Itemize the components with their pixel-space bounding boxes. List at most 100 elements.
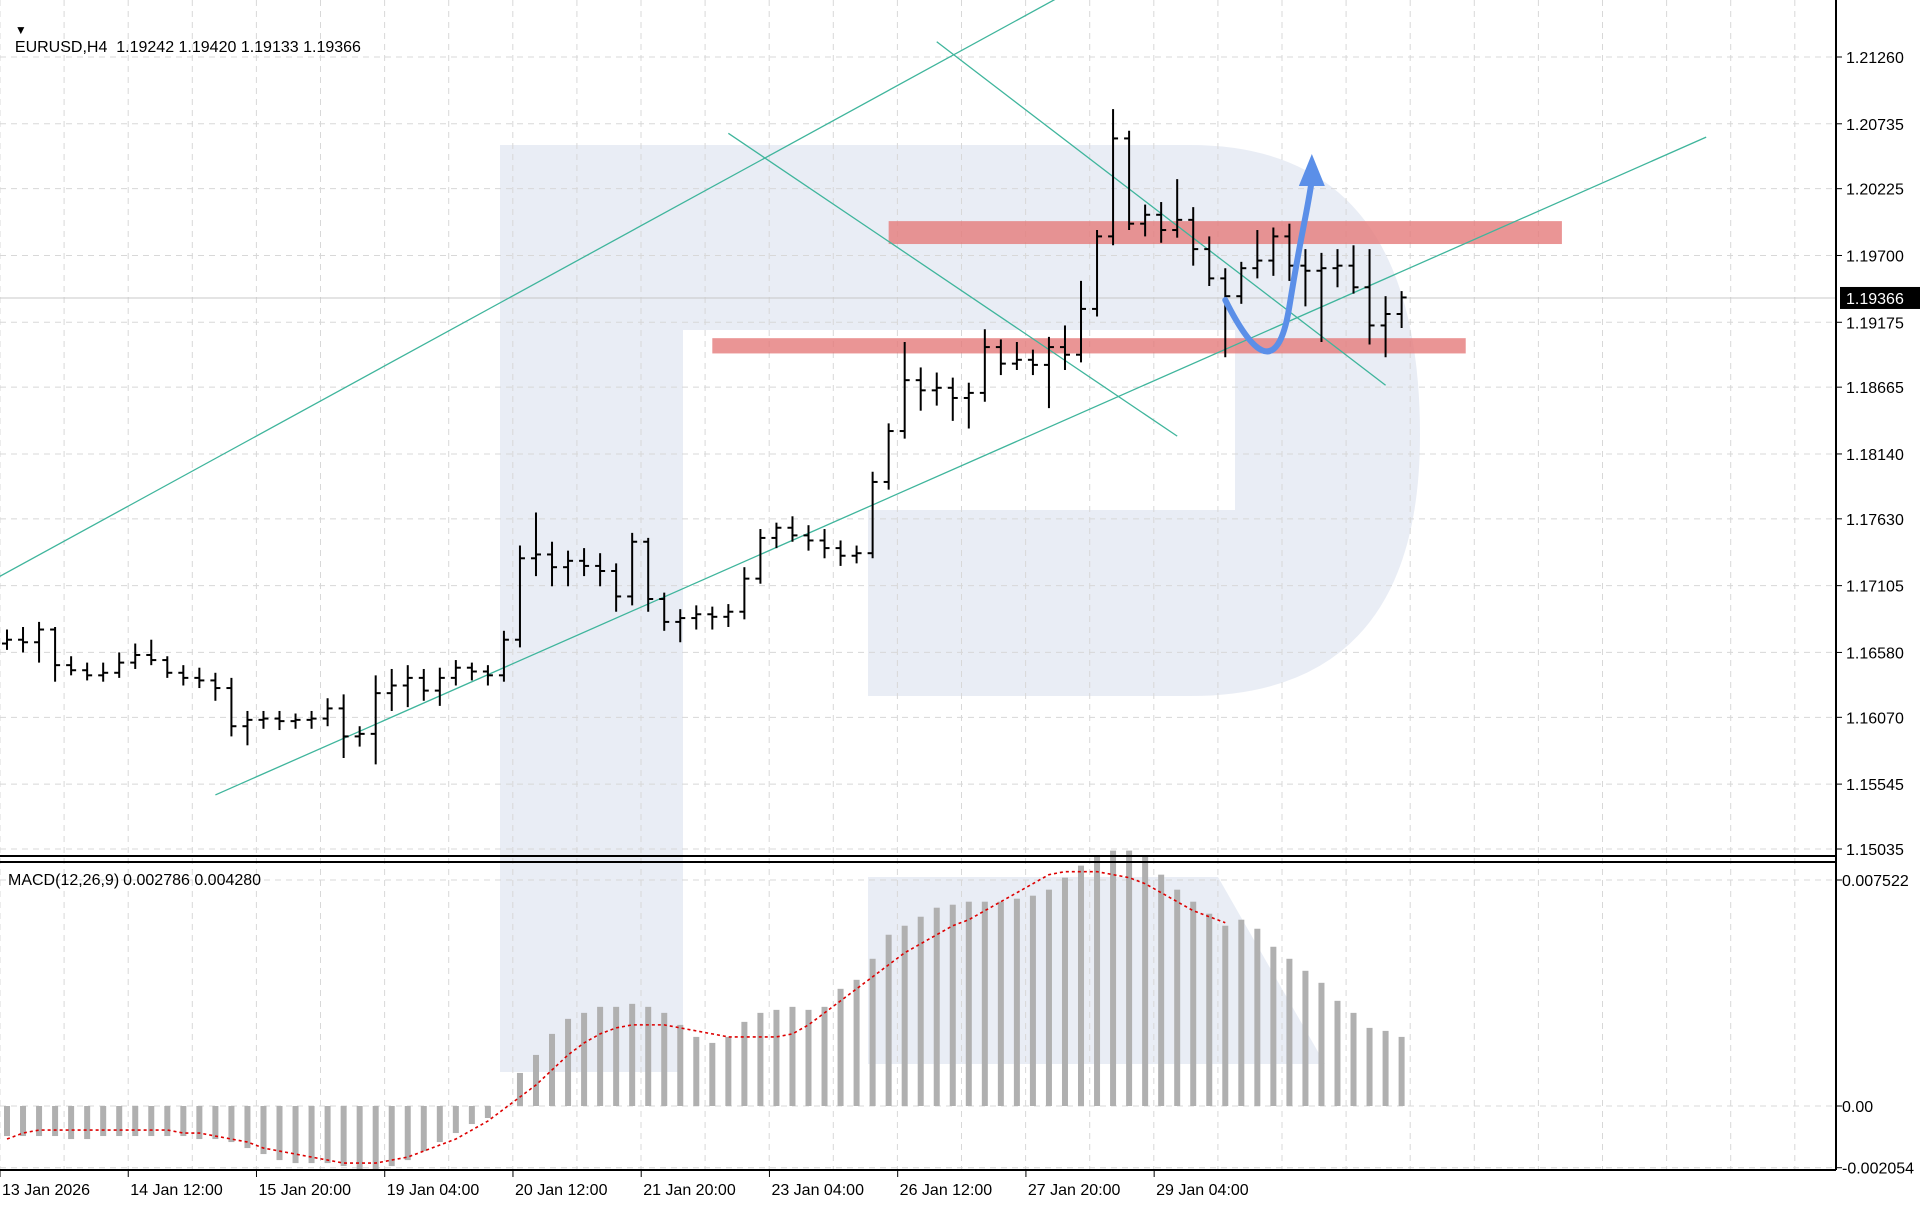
price-bar [595,553,606,587]
macd-bar [164,1106,171,1137]
forecast-path [1222,177,1315,355]
price-bar [434,667,445,706]
watermark-shape [500,145,1420,1072]
grid [0,0,1836,1170]
price-bar [1204,236,1215,287]
price-bar [1364,249,1375,345]
price-bar [675,609,686,643]
price-bar [386,668,397,711]
macd-bar [324,1106,331,1164]
macd-bar [709,1042,716,1106]
macd-bar [532,1054,539,1106]
price-tick-label: 1.21260 [1846,50,1904,67]
macd-bar [981,901,988,1106]
macd-bar [1142,856,1149,1106]
price-bar [771,522,782,549]
price-bar [514,545,525,648]
price-bar [258,710,269,729]
watermark-logo [500,145,1420,1072]
price-bar [498,630,509,682]
price-bar [402,665,413,708]
macd-bar [933,907,940,1106]
channel-line [0,0,1056,577]
price-bar [162,656,173,678]
price-bar [114,652,125,678]
macd-name: MACD(12,26,9) [8,872,119,889]
macd-bar [949,904,956,1106]
price-bar [931,372,942,406]
time-tick-label: 27 Jan 20:00 [1028,1182,1121,1199]
macd-bar [1222,925,1229,1106]
macd-bar [212,1106,219,1140]
macd-bar [741,1021,748,1106]
current-price-box [1840,286,1920,309]
macd-bar [1013,898,1020,1106]
price-bar [1124,130,1135,231]
macd-bar [1382,1030,1389,1106]
macd-bar [516,1072,523,1106]
price-tick-label: 1.17105 [1846,579,1904,596]
macd-bar [388,1106,395,1167]
macd-bar [853,979,860,1106]
macd-tick-label: 0.007522 [1842,873,1909,890]
price-bar [1108,109,1119,246]
price-bar [226,677,237,737]
macd-panel [4,850,1405,1170]
price-tick-label: 1.16070 [1846,710,1904,727]
price-bar [82,662,93,681]
price-bar [1027,349,1038,376]
macd-values: 0.002786 0.004280 [123,872,261,889]
macd-bar [1061,877,1068,1106]
macd-bar [661,1012,668,1106]
macd-bar [869,958,876,1106]
price-bar [883,423,894,490]
macd-bar [1206,913,1213,1106]
price-tick-label: 1.15035 [1846,842,1904,859]
macd-bar [581,1012,588,1106]
price-bar [1236,261,1247,304]
axis-background [1837,0,1920,1208]
price-bar [547,541,558,587]
macd-tick-label: 0.00 [1842,1099,1873,1116]
price-bar [18,626,29,653]
macd-bar [276,1106,283,1161]
time-tick-label: 15 Jan 20:00 [258,1182,351,1199]
macd-bar [436,1106,443,1143]
macd-bar [340,1106,347,1167]
time-tick-label: 19 Jan 04:00 [387,1182,480,1199]
price-bar [1156,202,1167,243]
macd-bar [1350,1012,1357,1106]
macd-bar [1334,1000,1341,1106]
price-bar [450,660,461,686]
macd-bar [1366,1027,1373,1106]
macd-bar [132,1106,139,1137]
macd-bar [1238,919,1245,1106]
macd-axis: 0.007522 0.00 -0.002054 [1836,873,1914,1178]
price-bar [707,606,718,630]
price-bar [482,665,493,686]
channel-lines [0,0,1707,796]
price-tick-label: 1.15545 [1846,777,1904,794]
header-dropdown-icon[interactable]: ▼ [14,23,27,37]
macd-bar [84,1106,91,1140]
macd-bar [372,1106,379,1170]
forecast-arrow [1222,154,1325,355]
current-price-label: 1.19366 [1846,291,1904,308]
price-bar [611,563,622,612]
price-bar [643,537,654,612]
macd-bar [180,1106,187,1137]
macd-bar [1302,970,1309,1106]
price-bar [867,471,878,559]
macd-bar [645,1006,652,1106]
price-bar [1396,291,1407,328]
macd-bar [693,1036,700,1106]
price-bar [563,550,574,587]
macd-title: MACD(12,26,9) 0.002786 0.004280 [8,872,261,889]
price-bar [130,643,141,669]
time-tick-label: 21 Jan 20:00 [643,1182,736,1199]
price-bar [354,726,365,747]
price-bar [755,529,766,584]
price-tick-label: 1.20735 [1846,117,1904,134]
